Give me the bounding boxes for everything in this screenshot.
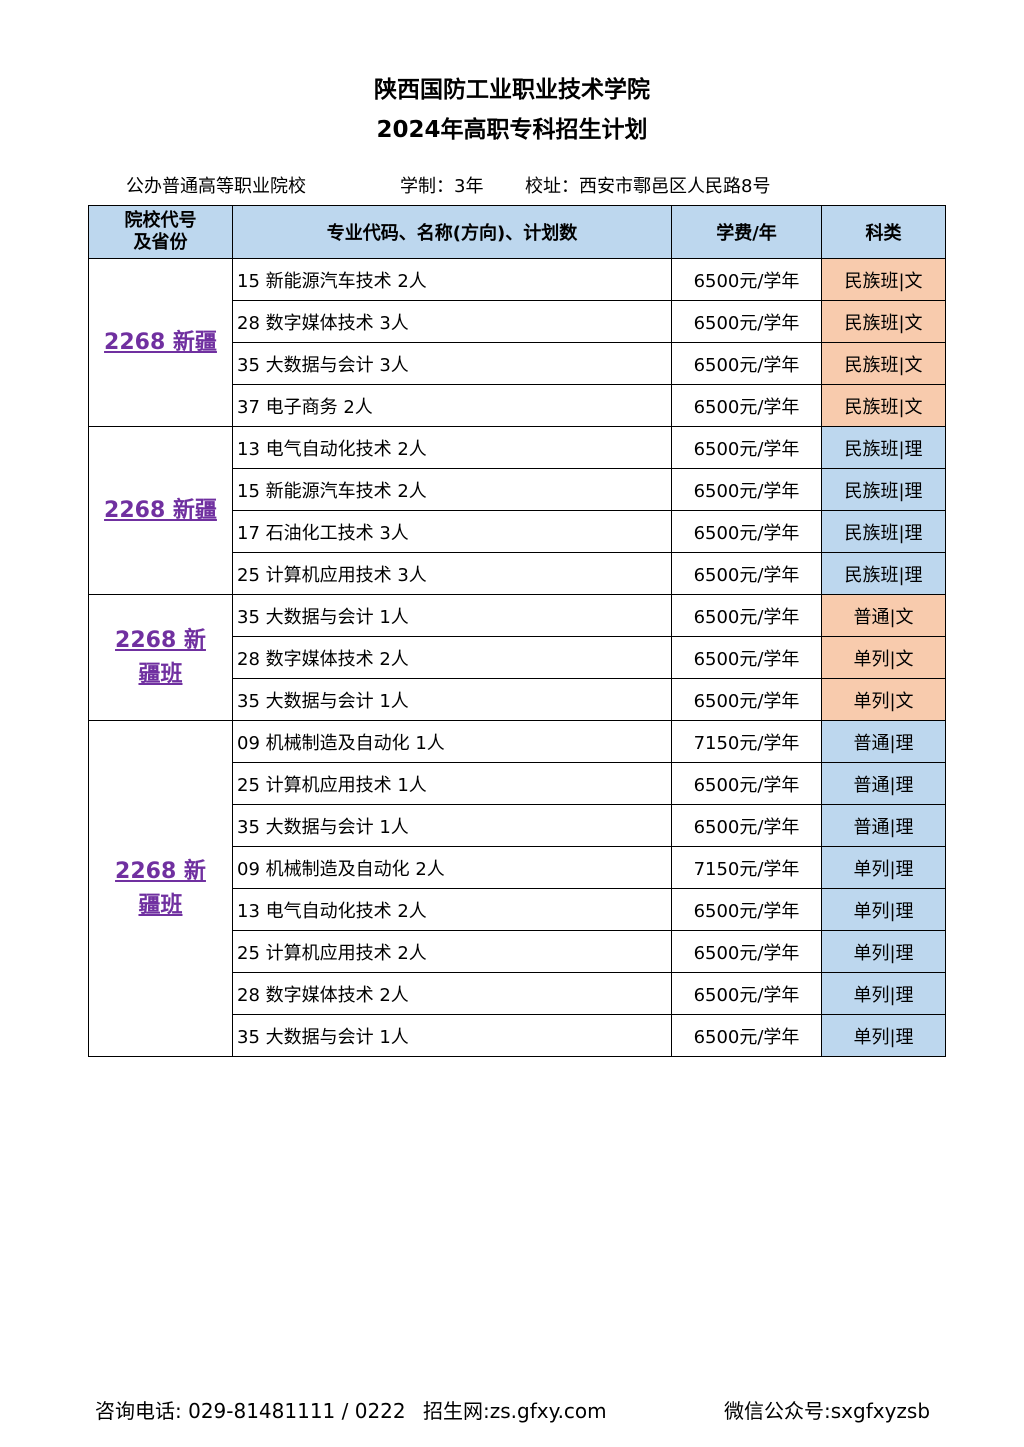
- category-cell: 单列|文: [821, 678, 946, 721]
- major-cell: 35 大数据与会计 1人: [232, 804, 672, 847]
- header-category: 科类: [821, 205, 946, 259]
- plan-table: 院校代号及省份 专业代码、名称(方向)、计划数 学费/年 科类 2268 新疆 1…: [88, 205, 946, 1057]
- fee-cell: 6500元/学年: [671, 342, 822, 385]
- major-cell: 09 机械制造及自动化 1人: [232, 720, 672, 763]
- category-cell: 民族班|理: [821, 468, 946, 511]
- school-code-province[interactable]: 2268 新疆: [88, 258, 233, 427]
- major-cell: 13 电气自动化技术 2人: [232, 888, 672, 931]
- category-cell: 单列|文: [821, 636, 946, 679]
- header-major: 专业代码、名称(方向)、计划数: [232, 205, 672, 259]
- fee-cell: 6500元/学年: [671, 678, 822, 721]
- category-cell: 普通|理: [821, 804, 946, 847]
- footer-phone: 咨询电话: 029-81481111 / 0222: [95, 1399, 406, 1423]
- footer-wechat: 微信公众号:sxgfxyzsb: [724, 1399, 931, 1423]
- major-cell: 35 大数据与会计 1人: [232, 678, 672, 721]
- category-cell: 普通|文: [821, 594, 946, 637]
- major-cell: 09 机械制造及自动化 2人: [232, 846, 672, 889]
- major-cell: 35 大数据与会计 1人: [232, 594, 672, 637]
- category-cell: 普通|理: [821, 762, 946, 805]
- category-cell: 民族班|理: [821, 426, 946, 469]
- category-cell: 民族班|文: [821, 342, 946, 385]
- category-cell: 单列|理: [821, 930, 946, 973]
- major-cell: 35 大数据与会计 3人: [232, 342, 672, 385]
- fee-cell: 6500元/学年: [671, 636, 822, 679]
- category-cell: 民族班|理: [821, 552, 946, 595]
- header-fee: 学费/年: [671, 205, 822, 259]
- major-cell: 28 数字媒体技术 3人: [232, 300, 672, 343]
- address: 校址：西安市鄠邑区人民路8号: [525, 176, 771, 197]
- table-row: 2268 新疆 13 电气自动化技术 2人 6500元/学年 民族班|理: [88, 426, 946, 595]
- fee-cell: 6500元/学年: [671, 594, 822, 637]
- category-cell: 民族班|文: [821, 300, 946, 343]
- page-title: 陕西国防工业职业技术学院: [374, 77, 650, 103]
- table-row: 13 电气自动化技术 2人 6500元/学年 单列|理: [89, 888, 946, 931]
- major-cell: 37 电子商务 2人: [232, 384, 672, 427]
- table-row: 25 计算机应用技术 1人 6500元/学年 普通|理: [89, 762, 946, 805]
- fee-cell: 7150元/学年: [671, 720, 822, 763]
- category-cell: 单列|理: [821, 846, 946, 889]
- category-cell: 单列|理: [821, 972, 946, 1015]
- category-cell: 单列|理: [821, 888, 946, 931]
- table-row: 28 数字媒体技术 2人 6500元/学年 单列|文: [89, 636, 946, 679]
- fee-cell: 6500元/学年: [671, 510, 822, 553]
- major-cell: 25 计算机应用技术 3人: [232, 552, 672, 595]
- table-row: 2268 新疆班 35 大数据与会计 1人 6500元/学年 普通|文: [88, 594, 946, 721]
- major-cell: 25 计算机应用技术 2人: [232, 930, 672, 973]
- fee-cell: 6500元/学年: [671, 930, 822, 973]
- table-row: 2268 新疆班 09 机械制造及自动化 1人 7150元/学年 普通|理: [88, 720, 946, 1057]
- category-cell: 民族班|文: [821, 258, 946, 301]
- table-row: 2268 新疆 15 新能源汽车技术 2人 6500元/学年 民族班|文: [88, 258, 946, 427]
- fee-cell: 6500元/学年: [671, 468, 822, 511]
- table-row: 35 大数据与会计 1人 6500元/学年 单列|理: [89, 1014, 946, 1057]
- school-code-province[interactable]: 2268 新疆班: [88, 720, 233, 1057]
- table-row: 25 计算机应用技术 2人 6500元/学年 单列|理: [89, 930, 946, 973]
- fee-cell: 7150元/学年: [671, 846, 822, 889]
- major-cell: 25 计算机应用技术 1人: [232, 762, 672, 805]
- fee-cell: 6500元/学年: [671, 258, 822, 301]
- page-subtitle: 2024年高职专科招生计划: [376, 117, 648, 143]
- fee-cell: 6500元/学年: [671, 762, 822, 805]
- category-cell: 单列|理: [821, 1014, 946, 1057]
- category-cell: 民族班|理: [821, 510, 946, 553]
- fee-cell: 6500元/学年: [671, 426, 822, 469]
- table-row: 35 大数据与会计 3人 6500元/学年 民族班|文: [89, 342, 946, 385]
- table-row: 09 机械制造及自动化 2人 7150元/学年 单列|理: [89, 846, 946, 889]
- major-cell: 28 数字媒体技术 2人: [232, 636, 672, 679]
- table-row: 37 电子商务 2人 6500元/学年 民族班|文: [89, 384, 946, 427]
- major-cell: 15 新能源汽车技术 2人: [232, 258, 672, 301]
- header-school-code: 院校代号及省份: [88, 205, 233, 259]
- footer-website: 招生网:zs.gfxy.com: [423, 1399, 607, 1423]
- school-type: 公办普通高等职业院校: [126, 176, 306, 197]
- major-cell: 17 石油化工技术 3人: [232, 510, 672, 553]
- major-cell: 13 电气自动化技术 2人: [232, 426, 672, 469]
- fee-cell: 6500元/学年: [671, 972, 822, 1015]
- duration: 学制：3年: [400, 176, 484, 197]
- major-cell: 28 数字媒体技术 2人: [232, 972, 672, 1015]
- fee-cell: 6500元/学年: [671, 804, 822, 847]
- fee-cell: 6500元/学年: [671, 888, 822, 931]
- fee-cell: 6500元/学年: [671, 384, 822, 427]
- table-row: 25 计算机应用技术 3人 6500元/学年 民族班|理: [89, 552, 946, 595]
- school-code-province[interactable]: 2268 新疆班: [88, 594, 233, 721]
- table-row: 28 数字媒体技术 3人 6500元/学年 民族班|文: [89, 300, 946, 343]
- school-code-province[interactable]: 2268 新疆: [88, 426, 233, 595]
- fee-cell: 6500元/学年: [671, 300, 822, 343]
- table-row: 15 新能源汽车技术 2人 6500元/学年 民族班|理: [89, 468, 946, 511]
- major-cell: 35 大数据与会计 1人: [232, 1014, 672, 1057]
- major-cell: 15 新能源汽车技术 2人: [232, 468, 672, 511]
- fee-cell: 6500元/学年: [671, 552, 822, 595]
- category-cell: 民族班|文: [821, 384, 946, 427]
- category-cell: 普通|理: [821, 720, 946, 763]
- fee-cell: 6500元/学年: [671, 1014, 822, 1057]
- table-row: 17 石油化工技术 3人 6500元/学年 民族班|理: [89, 510, 946, 553]
